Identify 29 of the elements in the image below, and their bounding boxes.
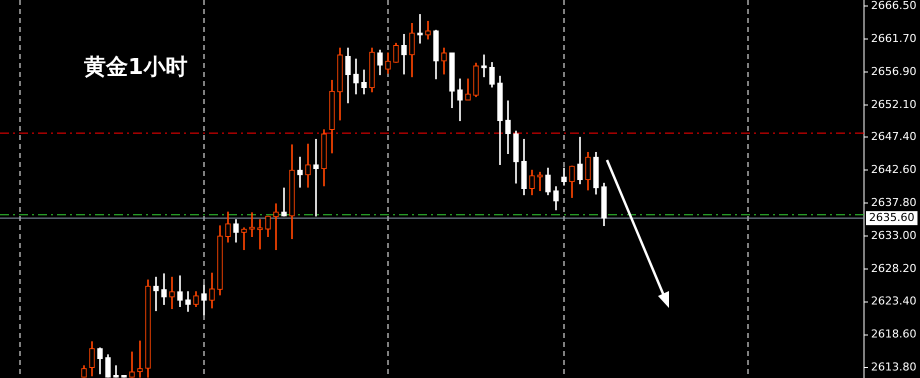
- y-tick-label: 2633.00: [871, 228, 916, 242]
- candlestick: [313, 138, 319, 216]
- candlestick: [129, 352, 135, 378]
- y-tick-label: 2637.80: [871, 196, 916, 209]
- candlestick: [361, 70, 367, 94]
- candlestick: [417, 14, 423, 44]
- candlestick: [401, 34, 407, 74]
- y-tick-label: 2613.80: [871, 360, 916, 374]
- y-tick-label: 2628.20: [871, 262, 916, 275]
- y-tick-label: 2666.50: [871, 0, 916, 12]
- candlestick: [137, 340, 143, 378]
- candlestick: [537, 172, 543, 192]
- candlestick: [169, 276, 175, 310]
- ref-line-label: 2635.60: [869, 211, 914, 224]
- candlestick: [281, 188, 287, 216]
- y-tick-label: 2656.90: [871, 64, 916, 78]
- y-tick-label: 2652.10: [871, 98, 916, 111]
- candlestick: [153, 276, 159, 312]
- candlestick: [185, 291, 191, 312]
- y-tick-label: 2623.40: [871, 294, 916, 308]
- candlestick: [241, 227, 247, 250]
- candlestick: [305, 144, 311, 188]
- y-tick-label: 2642.60: [871, 162, 916, 176]
- text: 黄金1小时: [84, 54, 188, 82]
- candlestick: [273, 203, 279, 250]
- y-tick-label: 2661.70: [871, 32, 916, 45]
- candlestick: [297, 156, 303, 188]
- y-tick-label: 2647.40: [871, 130, 916, 144]
- y-tick-label: 2618.60: [871, 328, 916, 341]
